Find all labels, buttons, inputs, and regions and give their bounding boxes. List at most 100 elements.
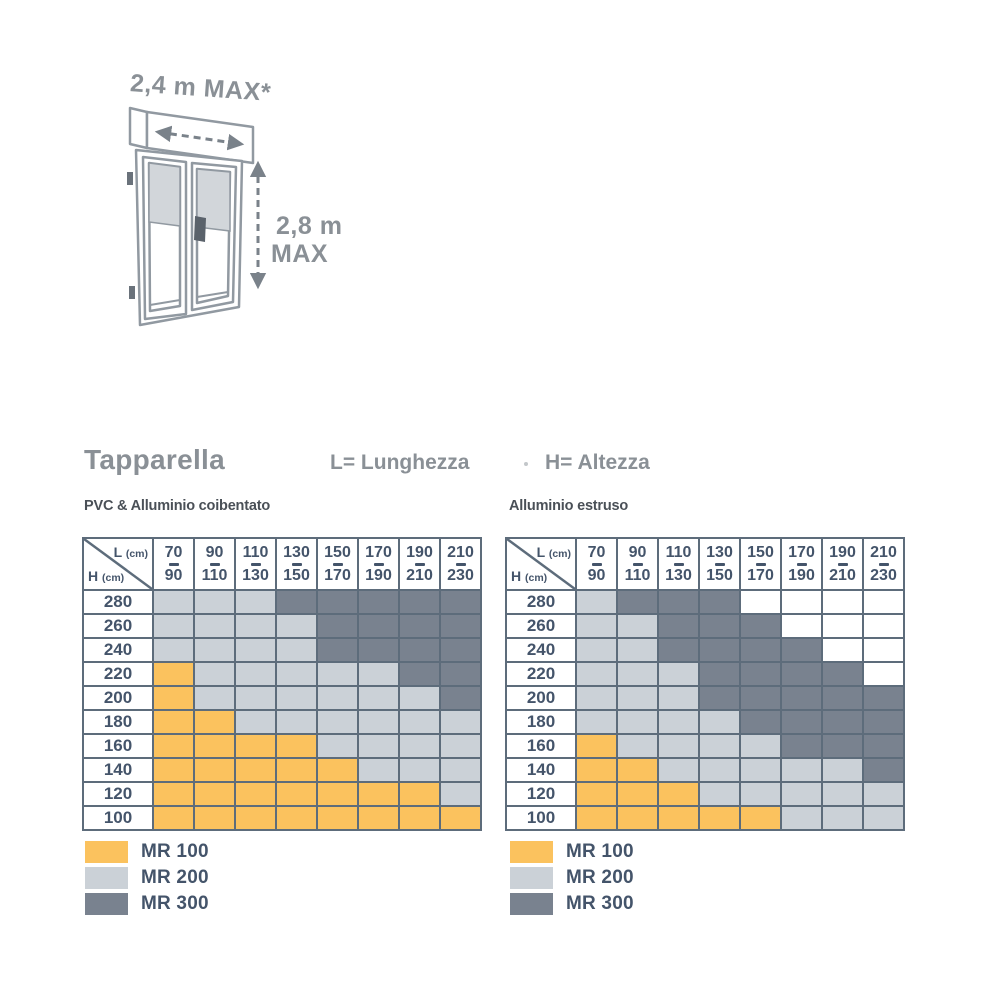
matrix-cell-mr-100	[193, 805, 236, 831]
matrix-cell-mr-300	[657, 637, 700, 663]
matrix-cell-mr-200	[316, 661, 359, 687]
matrix-cell-mr-300	[316, 589, 359, 615]
matrix-cell-mr-300	[357, 637, 400, 663]
matrix-cell-mr-300	[275, 589, 318, 615]
matrix-cell-mr-100	[398, 805, 441, 831]
column-header: 110 130	[234, 537, 277, 591]
matrix-cell-mr-100	[275, 781, 318, 807]
legend-label: MR 100	[566, 841, 634, 862]
matrix-cell-mr-200	[316, 733, 359, 759]
row-header: 200	[82, 685, 154, 711]
matrix-cell-mr-200	[439, 781, 482, 807]
row-header: 180	[82, 709, 154, 735]
matrix-cell-mr-200	[275, 661, 318, 687]
matrix-cell-mr-200	[575, 685, 618, 711]
matrix-cell-mr-200	[275, 613, 318, 639]
col-axis-label: L (cm)	[113, 544, 148, 560]
row-header: 280	[505, 589, 577, 615]
matrix-cell-mr-200	[657, 661, 700, 687]
matrix-cell-mr-300	[821, 733, 864, 759]
row-axis-label: H (cm)	[88, 568, 125, 584]
row-header: 260	[82, 613, 154, 639]
matrix-cell-mr-200	[398, 733, 441, 759]
matrix-cell-mr-100	[575, 805, 618, 831]
matrix-cell-mr-300	[780, 733, 823, 759]
matrix-cell-mr-200	[739, 733, 782, 759]
column-header: 150 170	[316, 537, 359, 591]
row-header: 140	[82, 757, 154, 783]
left-sill-line	[149, 299, 181, 306]
matrix-cell-mr-200	[821, 757, 864, 783]
legend-swatch-mr100	[510, 841, 553, 863]
matrix-cell-mr-300	[739, 613, 782, 639]
matrix-cell-mr-100	[152, 709, 195, 735]
matrix-cell-mr-200	[862, 805, 905, 831]
matrix-cell-mr-300	[698, 637, 741, 663]
legend-swatch-mr100	[85, 841, 128, 863]
matrix-cell-mr-200	[357, 733, 400, 759]
matrix-cell-mr-200	[780, 781, 823, 807]
matrix-cell-mr-200	[152, 589, 195, 615]
diagonal-divider	[84, 539, 152, 589]
table-row: 240	[505, 637, 905, 663]
matrix-cell-mr-100	[739, 805, 782, 831]
matrix-cell-mr-100	[575, 757, 618, 783]
matrix-cell-mr-300	[780, 709, 823, 735]
matrix-cell-mr-100	[234, 733, 277, 759]
matrix-cell-empty	[739, 589, 782, 615]
matrix-cell-mr-200	[193, 589, 236, 615]
table-subtitle-pvc: PVC & Alluminio coibentato	[84, 498, 270, 514]
matrix-cell-mr-300	[739, 637, 782, 663]
matrix-cell-empty	[862, 589, 905, 615]
header-row: L (cm) H (cm) 70 90 90 110 110 130 130 150 150 170 1…	[82, 537, 482, 591]
matrix-cell-mr-200	[657, 733, 700, 759]
matrix-cell-mr-200	[862, 781, 905, 807]
row-header: 280	[82, 589, 154, 615]
matrix-cell-mr-300	[862, 733, 905, 759]
column-header: 90 110	[616, 537, 659, 591]
legend-item: MR 200	[510, 867, 634, 889]
size-matrix-alluminio: L (cm) H (cm) 70 90 90 110 110 130 130 150 150 170 1…	[505, 537, 905, 831]
matrix-cell-mr-300	[739, 709, 782, 735]
legend-label: MR 100	[141, 841, 209, 862]
matrix-cell-mr-200	[821, 781, 864, 807]
matrix-cell-mr-100	[398, 781, 441, 807]
table-row: 280	[505, 589, 905, 615]
matrix-cell-mr-200	[575, 613, 618, 639]
column-header: 110 130	[657, 537, 700, 591]
matrix-cell-mr-200	[698, 781, 741, 807]
column-header: 150 170	[739, 537, 782, 591]
matrix-cell-empty	[780, 589, 823, 615]
height-max-value: 2,8 m	[276, 212, 342, 240]
window-handle	[194, 216, 206, 242]
row-header: 160	[505, 733, 577, 759]
matrix-cell-mr-200	[357, 661, 400, 687]
legend-right: MR 100 MR 200 MR 300	[510, 841, 634, 919]
matrix-cell-mr-200	[575, 589, 618, 615]
matrix-cell-mr-200	[439, 733, 482, 759]
matrix-cell-mr-100	[275, 757, 318, 783]
page-title: Tapparella	[84, 444, 225, 475]
height-definition: H= Altezza	[545, 451, 650, 474]
legend-swatch-mr200	[510, 867, 553, 889]
matrix-cell-mr-200	[357, 757, 400, 783]
table-row: 220	[505, 661, 905, 687]
matrix-cell-mr-100	[193, 757, 236, 783]
matrix-cell-mr-100	[316, 757, 359, 783]
matrix-cell-mr-300	[780, 685, 823, 711]
table-row: 260	[82, 613, 482, 639]
column-header: 190 210	[398, 537, 441, 591]
separator-dot	[524, 462, 528, 466]
shutter-box-endcap	[128, 106, 149, 150]
matrix-cell-mr-200	[739, 781, 782, 807]
matrix-cell-mr-100	[152, 781, 195, 807]
matrix-cell-empty	[780, 613, 823, 639]
diagonal-divider	[507, 539, 575, 589]
matrix-cell-mr-100	[234, 757, 277, 783]
matrix-cell-mr-200	[193, 661, 236, 687]
matrix-cell-empty	[821, 613, 864, 639]
length-definition: L= Lunghezza	[330, 451, 470, 474]
matrix-cell-mr-300	[439, 685, 482, 711]
size-matrix-pvc: L (cm) H (cm) 70 90 90 110 110 130 130 150 150 170 1…	[82, 537, 482, 831]
matrix-cell-mr-200	[234, 685, 277, 711]
